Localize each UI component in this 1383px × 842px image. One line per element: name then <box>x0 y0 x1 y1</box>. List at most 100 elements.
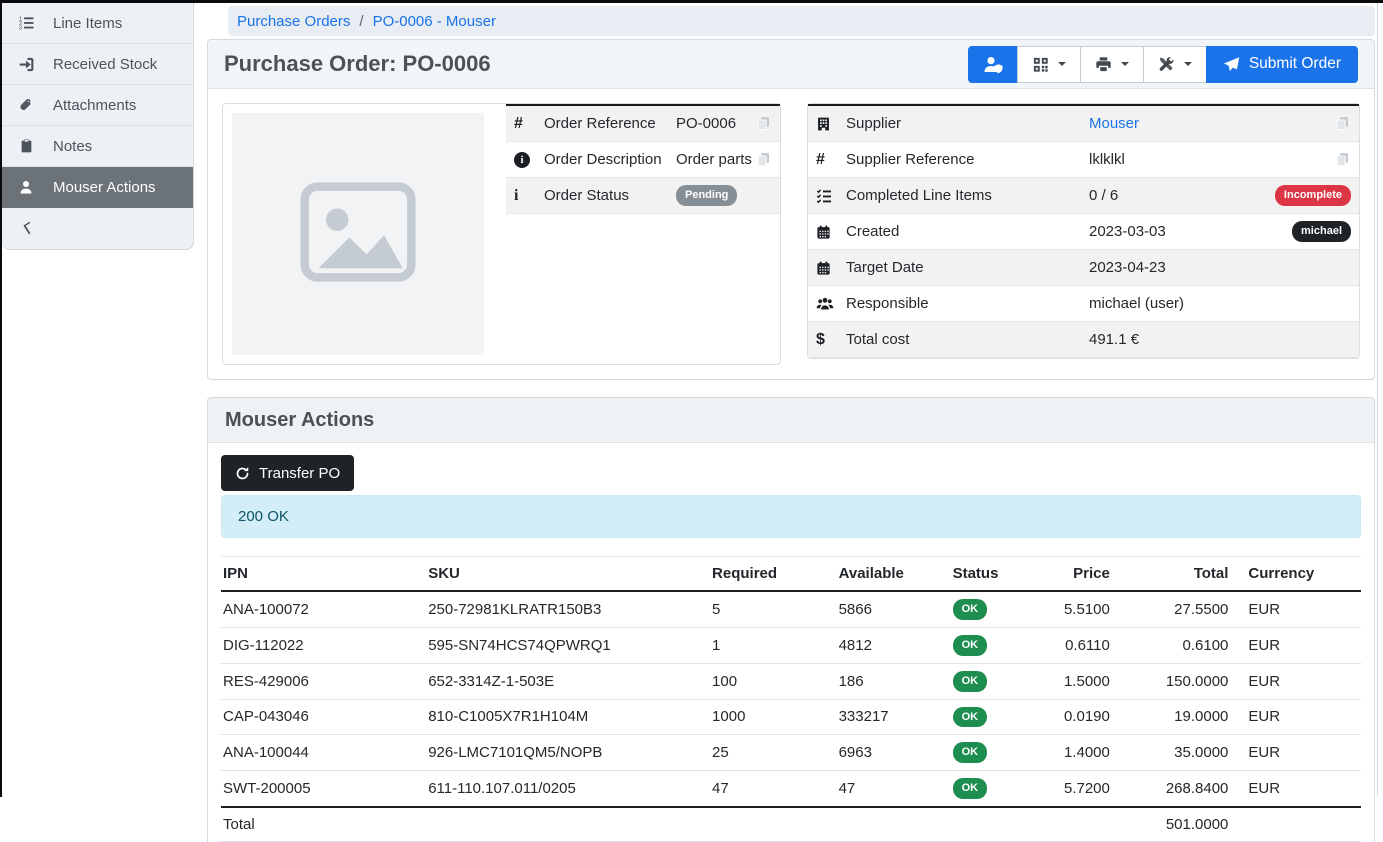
copy-icon[interactable] <box>755 115 772 132</box>
info-label: Created <box>846 223 900 240</box>
sidebar-item-attachments[interactable]: Attachments <box>2 85 193 126</box>
cell-currency: EUR <box>1234 734 1361 772</box>
cell-ipn: CAP-043046 <box>221 699 427 736</box>
sidebar-item-label: Line Items <box>53 14 123 32</box>
page-title: Purchase Order: PO-0006 <box>224 51 491 76</box>
transfer-po-button[interactable]: Transfer PO <box>221 455 355 491</box>
refresh-icon <box>235 466 250 481</box>
cell-currency: EUR <box>1234 591 1361 628</box>
cell-sku: 652-3314Z-1-503E <box>426 663 711 700</box>
cell-ipn: SWT-200005 <box>221 770 427 809</box>
submit-order-button[interactable]: Submit Order <box>1205 45 1358 83</box>
paperclip-icon <box>16 97 36 113</box>
sidebar-item-line-items[interactable]: 1 2 3 Line Items <box>2 3 193 44</box>
parts-table: IPN SKU Required Available Status Price Total C… <box>221 556 1361 842</box>
svg-text:3: 3 <box>19 26 22 31</box>
copy-icon[interactable] <box>1334 115 1351 132</box>
parts-table-header-row: IPN SKU Required Available Status Price Total C… <box>221 556 1361 592</box>
cell-status: OK <box>950 699 1050 736</box>
sidebar-item-label: Attachments <box>53 96 137 114</box>
main-content: Purchase Orders / PO-0006 - Mouser Purch… <box>194 3 1383 842</box>
table-row: RES-429006 652-3314Z-1-503E 100 186 OK 1.5000… <box>221 663 1361 700</box>
supplier-link[interactable]: Mouser <box>1089 115 1140 132</box>
info-row: # Supplier Reference lklklkl <box>808 142 1359 178</box>
ok-status-badge: OK <box>952 778 988 800</box>
cell-price: 1.5000 <box>1049 663 1116 700</box>
sign-in-icon <box>16 56 36 73</box>
cell-price: 5.5100 <box>1049 591 1116 628</box>
info-row: Supplier Mouser <box>808 106 1359 142</box>
submit-order-label: Submit Order <box>1248 55 1341 72</box>
order-actions-button[interactable] <box>1142 45 1207 83</box>
info-value: michael (user) <box>1089 295 1185 312</box>
user-shield-icon <box>983 55 1003 73</box>
info-row: # Order Reference PO-0006 <box>506 106 780 142</box>
cell-sku: 810-C1005X7R1H104M <box>426 699 711 736</box>
cell-sku: 250-72981KLRATR150B3 <box>426 591 711 628</box>
cell-available: 186 <box>836 663 951 700</box>
ok-status-badge: OK <box>952 742 988 764</box>
copy-icon[interactable] <box>1334 151 1351 168</box>
cell-required: 1000 <box>710 699 837 736</box>
user-admin-button[interactable] <box>967 45 1018 83</box>
sidebar-nav: 1 2 3 Line Items Received Stock Attachments No… <box>2 3 193 208</box>
sidebar-item-notes[interactable]: Notes <box>2 126 193 167</box>
info-value: 491.1 € <box>1089 331 1140 348</box>
copy-icon[interactable] <box>755 151 772 168</box>
cell-required: 1 <box>710 627 837 664</box>
table-row: ANA-100072 250-72981KLRATR150B3 5 5866 OK 5.5… <box>221 591 1361 628</box>
cell-price: 5.7200 <box>1049 770 1116 809</box>
total-empty-cell <box>426 807 711 842</box>
total-empty-cell <box>836 807 951 842</box>
chevron-left-icon <box>17 221 37 236</box>
cell-available: 5866 <box>836 591 951 628</box>
sidebar-item-received-stock[interactable]: Received Stock <box>2 44 193 85</box>
cell-required: 47 <box>710 770 837 809</box>
column-header-price: Price <box>1049 556 1116 592</box>
cell-price: 0.0190 <box>1049 699 1116 736</box>
barcode-actions-button[interactable] <box>1016 45 1081 83</box>
chevron-down-icon <box>1120 62 1129 66</box>
cell-price: 0.6110 <box>1049 627 1116 664</box>
sidebar-item-mouser-actions[interactable]: Mouser Actions <box>2 167 193 208</box>
info-circle-icon: i <box>514 151 544 168</box>
order-info-table: # Order Reference PO-0006 i Order Descriptio… <box>506 104 780 214</box>
window-right-edge <box>1377 3 1378 797</box>
table-row: SWT-200005 611-110.107.011/0205 47 47 OK 5.72… <box>221 770 1361 809</box>
total-empty-cell <box>950 807 1050 842</box>
column-header-currency: Currency <box>1234 556 1361 592</box>
print-actions-button[interactable] <box>1079 45 1144 83</box>
supplier-details-panel: Supplier Mouser # Supplier Reference lklklkl… <box>807 103 1360 359</box>
svg-text:1: 1 <box>19 16 22 22</box>
total-empty-cell <box>1049 807 1116 842</box>
sidebar-item-label: Received Stock <box>53 55 158 73</box>
parts-table-head: IPN SKU Required Available Status Price Total C… <box>221 556 1361 592</box>
sidebar-collapse-button[interactable] <box>2 208 193 249</box>
mouser-actions-title: Mouser Actions <box>225 408 375 431</box>
sidebar-item-label: Mouser Actions <box>53 178 156 196</box>
breadcrumb-link-purchase-orders[interactable]: Purchase Orders <box>237 12 351 30</box>
breadcrumb-link-current-order[interactable]: PO-0006 - Mouser <box>372 12 496 30</box>
cell-ipn: ANA-100072 <box>221 591 427 628</box>
order-image-placeholder[interactable] <box>232 113 484 355</box>
info-row: $ Total cost 491.1 € <box>808 322 1359 358</box>
info-value: PO-0006 <box>676 115 737 132</box>
cell-total: 19.0000 <box>1115 699 1235 736</box>
column-header-available: Available <box>836 556 951 592</box>
breadcrumb-separator: / <box>359 12 364 30</box>
table-row: ANA-100044 926-LMC7101QM5/NOPB 25 6963 OK 1.4… <box>221 734 1361 772</box>
cell-status: OK <box>950 734 1050 772</box>
ok-status-badge: OK <box>952 670 988 692</box>
calendar-icon <box>816 260 846 276</box>
toolbar-icon-buttons <box>967 45 1207 83</box>
cell-currency: EUR <box>1234 663 1361 700</box>
info-label: Order Status <box>544 187 630 204</box>
cell-total: 0.6100 <box>1115 627 1235 664</box>
info-label: Supplier Reference <box>846 151 975 168</box>
cell-sku: 926-LMC7101QM5/NOPB <box>426 734 711 772</box>
purchase-order-card-header: Purchase Order: PO-0006 Submit Order <box>208 40 1374 89</box>
chevron-down-icon <box>1057 62 1066 66</box>
cell-required: 100 <box>710 663 837 700</box>
info-label: Target Date <box>846 259 924 276</box>
